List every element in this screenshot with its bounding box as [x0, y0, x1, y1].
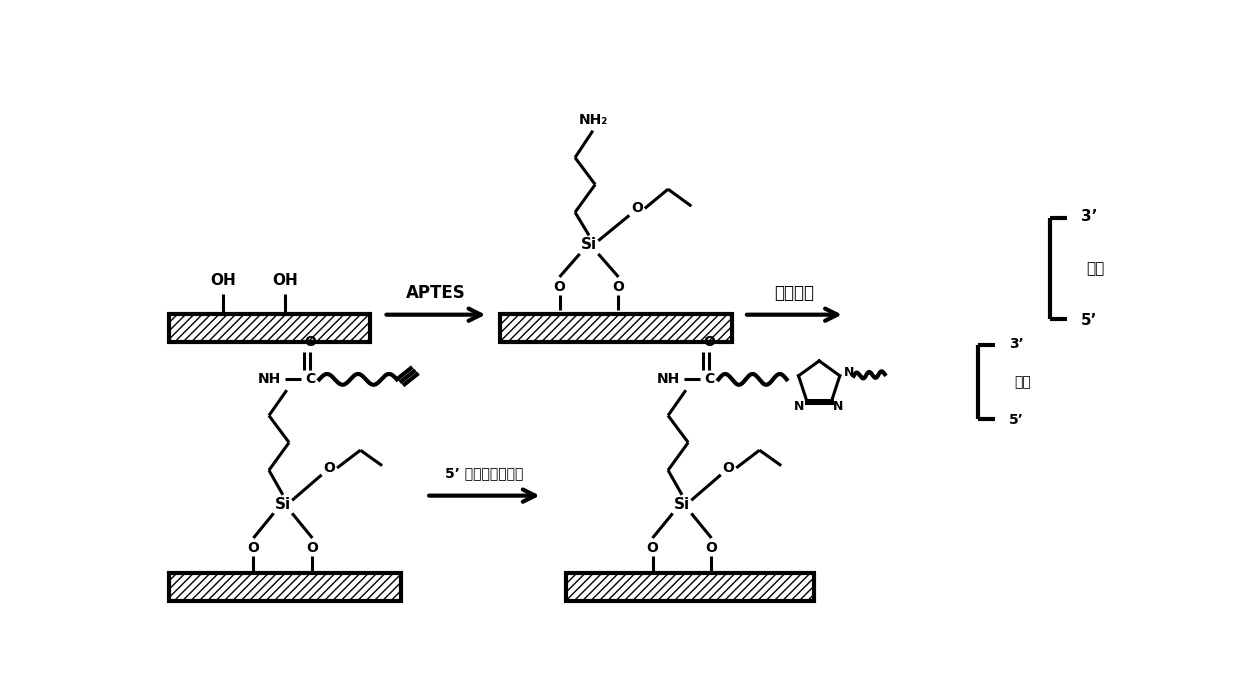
Bar	[565, 574, 813, 601]
Bar	[169, 574, 402, 601]
Bar	[565, 574, 813, 601]
Bar	[500, 314, 733, 341]
Text: Si: Si	[580, 237, 598, 252]
Text: O: O	[646, 541, 658, 555]
Text: Si: Si	[275, 497, 291, 511]
Text: 3’: 3’	[1081, 209, 1097, 225]
Text: O: O	[703, 335, 715, 350]
Text: O: O	[304, 335, 316, 350]
Text: NH₂: NH₂	[578, 113, 608, 127]
Text: O: O	[248, 541, 259, 555]
Text: 5’: 5’	[1009, 413, 1024, 427]
Text: 引物: 引物	[1086, 261, 1104, 276]
Bar	[500, 314, 733, 341]
Text: O: O	[306, 541, 319, 555]
Text: Si: Si	[673, 497, 691, 511]
Text: N: N	[844, 366, 854, 379]
Text: O: O	[324, 461, 335, 475]
Text: 3’: 3’	[1009, 337, 1024, 351]
Text: O: O	[553, 280, 565, 294]
Bar	[169, 574, 402, 601]
Text: O: O	[613, 280, 625, 294]
Text: APTES: APTES	[405, 285, 466, 303]
Text: N: N	[833, 399, 843, 413]
Text: NH: NH	[258, 372, 281, 386]
Text: 5’ 端叠氮修饰引物: 5’ 端叠氮修饰引物	[445, 466, 523, 480]
Text: C: C	[305, 372, 315, 386]
Text: O: O	[723, 461, 734, 475]
Text: 5’: 5’	[1081, 312, 1097, 328]
Text: N: N	[794, 399, 804, 413]
Text: 引物: 引物	[1014, 375, 1032, 389]
Text: 连接单元: 连接单元	[774, 285, 815, 303]
Bar	[169, 314, 371, 341]
Text: NH: NH	[657, 372, 681, 386]
Text: OH: OH	[211, 272, 236, 287]
Text: O: O	[706, 541, 718, 555]
Text: OH: OH	[273, 272, 298, 287]
Text: O: O	[631, 202, 644, 216]
Text: C: C	[704, 372, 714, 386]
Bar	[169, 314, 371, 341]
